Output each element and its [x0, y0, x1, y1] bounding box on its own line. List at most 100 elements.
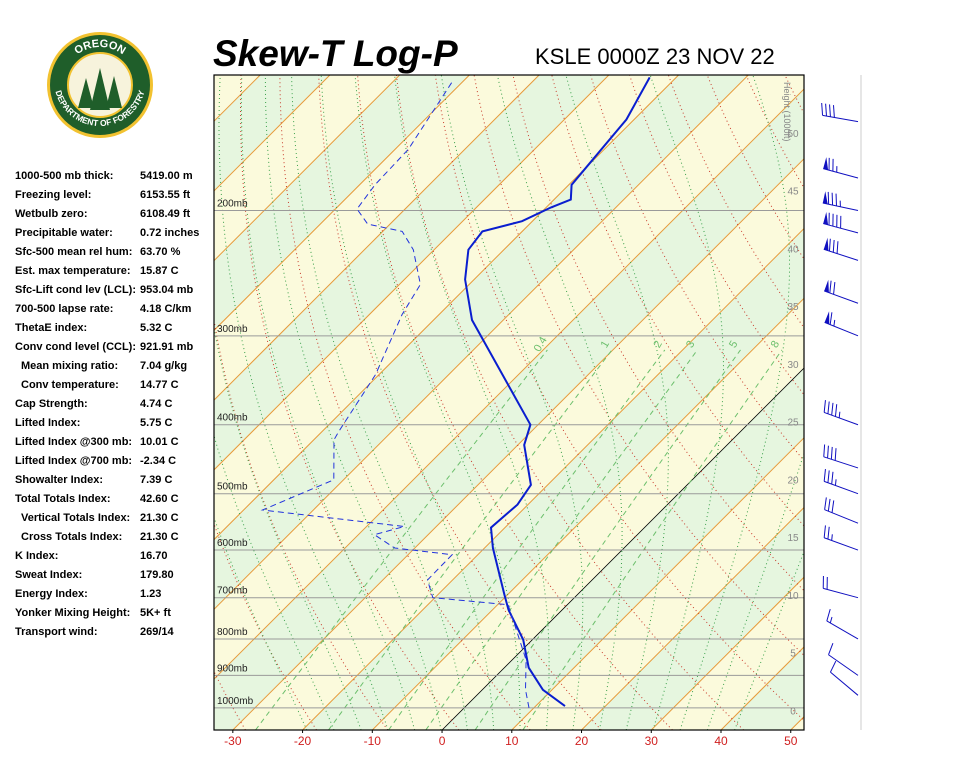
mixing-ratio-line: [388, 349, 666, 730]
dry-adiabat: [357, 75, 673, 730]
barb-staff: [823, 456, 859, 469]
height-tick-label: 30: [787, 360, 799, 371]
stats-panel: 1000-500 mb thick: 5419.00 m Freezing leve…: [15, 170, 199, 638]
x-tick-label: -30: [224, 734, 242, 748]
stat-label: Total Totals Index:: [15, 493, 111, 505]
barb-full: [826, 608, 831, 622]
barb-staff: [823, 587, 859, 599]
barb-pennant: [822, 191, 828, 205]
height-tick-label: 5: [790, 649, 796, 660]
stat-value: 5K+ ft: [140, 607, 171, 619]
mixing-ratio-line: [474, 349, 741, 730]
barb-full: [829, 104, 831, 117]
pressure-label: 300mb: [217, 324, 248, 335]
isotherm-band: [214, 89, 804, 730]
isotherm: [214, 75, 749, 611]
stat-label: Mean mixing ratio:: [21, 360, 118, 372]
stat-value: 953.04 mb: [140, 284, 193, 296]
stat-value: 5.32 C: [140, 322, 172, 334]
barb-staff: [828, 654, 859, 676]
stat-label: Cross Totals Index:: [21, 531, 122, 543]
isotherm-band: [214, 75, 804, 680]
isotherm-band: [861, 75, 960, 730]
height-tick-label: 0: [790, 706, 796, 717]
x-tick-label: 50: [784, 734, 798, 748]
wind-barb: [823, 525, 859, 551]
stat-label: Transport wind:: [15, 626, 98, 638]
stat-value: 4.74 C: [140, 398, 172, 410]
dry-adiabat: [214, 317, 389, 730]
x-tick-label: 10: [505, 734, 519, 748]
x-tick-label: -10: [364, 734, 382, 748]
isotherm: [214, 75, 679, 541]
stat-value: 16.70: [140, 550, 168, 562]
stat-label: Lifted Index @300 mb:: [15, 436, 132, 448]
stat-value: 1.23: [140, 588, 161, 600]
isotherm: [511, 437, 804, 730]
stat-value: 6108.49 ft: [140, 208, 190, 220]
plot: 0.4 1 2 3 5 8200mb300mb400mb500mb600mb700mb80…: [214, 76, 804, 748]
mixing-ratio-line: [255, 349, 548, 730]
stat-value: -2.34 C: [140, 455, 176, 467]
stat-label: Sfc-Lift cond lev (LCL):: [15, 284, 136, 296]
logo-top-text: OREGON: [72, 38, 127, 57]
barb-staff: [824, 509, 859, 524]
barb-staff: [824, 537, 859, 551]
x-tick-label: 20: [575, 734, 589, 748]
stat-label: Est. max temperature:: [15, 265, 131, 277]
wind-barb: [823, 444, 859, 469]
barb-full: [829, 660, 837, 673]
pressure-label: 1000mb: [217, 696, 254, 707]
x-tick-label: -20: [294, 734, 312, 748]
height-tick-label: 20: [787, 475, 799, 486]
wind-barb: [821, 102, 859, 123]
stat-value: 921.91 mb: [140, 341, 193, 353]
isotherm: [232, 158, 804, 730]
pressure-label: 600mb: [217, 538, 248, 549]
height-tick-label: 50: [787, 129, 799, 140]
isotherm: [302, 227, 804, 730]
barb-staff: [823, 168, 859, 179]
logo-tree: [106, 76, 122, 108]
mixing-ratio-label: 8: [769, 339, 782, 350]
stat-value: 0.72 inches: [140, 227, 199, 239]
barb-full: [827, 445, 829, 459]
barb-full: [828, 238, 831, 252]
stat-label: ThetaE index:: [15, 322, 87, 334]
isotherm: [214, 75, 540, 401]
moist-adiabat: [354, 75, 521, 730]
barb-pennant: [823, 237, 829, 251]
height-tick-label: 15: [787, 533, 799, 544]
barb-full: [829, 280, 832, 294]
stat-label: Lifted Index @700 mb:: [15, 455, 132, 467]
wind-barb: [824, 497, 859, 524]
stat-value: 179.80: [140, 569, 174, 581]
barb-full: [827, 526, 830, 540]
stat-value: 42.60 C: [140, 493, 179, 505]
dry-adiabat: [279, 75, 531, 730]
stat-label: K Index:: [15, 550, 58, 562]
barb-staff: [824, 321, 859, 337]
dry-adiabat: [824, 75, 960, 730]
barb-full: [827, 498, 831, 512]
isotherm: [214, 75, 331, 192]
stat-label: 700-500 lapse rate:: [15, 303, 113, 315]
isotherm: [581, 506, 804, 730]
wind-barb: [828, 642, 859, 676]
stat-label: Conv cond level (CCL):: [15, 341, 136, 353]
wind-barb: [829, 660, 859, 696]
barb-full: [834, 404, 838, 417]
dry-adiabat: [434, 75, 804, 721]
mixing-ratio-label: 1: [599, 339, 612, 350]
mixing-ratio-line: [425, 349, 698, 730]
dry-adiabat: [863, 75, 960, 730]
pressure-label: 800mb: [217, 627, 248, 638]
stat-label: 1000-500 mb thick:: [15, 170, 113, 182]
logo-text: OREGON: [72, 38, 127, 57]
stat-label: Freezing level:: [15, 189, 91, 201]
wind-barb: [824, 311, 859, 337]
logo: OREGON DEPARTMENT OF FORESTRY: [47, 32, 153, 138]
stat-label: Energy Index:: [15, 588, 88, 600]
dry-adiabat: [473, 75, 804, 657]
